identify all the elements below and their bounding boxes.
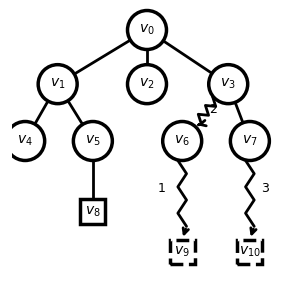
Text: $v_{10}$: $v_{10}$ bbox=[239, 245, 261, 259]
Text: $v_3$: $v_3$ bbox=[220, 77, 236, 91]
Text: 2: 2 bbox=[209, 103, 217, 116]
Text: $v_8$: $v_8$ bbox=[85, 204, 101, 219]
Text: $v_7$: $v_7$ bbox=[242, 134, 258, 148]
Text: 3: 3 bbox=[261, 182, 269, 195]
Text: $v_5$: $v_5$ bbox=[85, 134, 101, 148]
Circle shape bbox=[163, 122, 202, 160]
Bar bbox=[238, 239, 262, 265]
Bar bbox=[80, 199, 105, 224]
Text: 1: 1 bbox=[158, 182, 166, 195]
Circle shape bbox=[230, 122, 269, 160]
Bar bbox=[170, 239, 195, 265]
Text: $v_1$: $v_1$ bbox=[50, 77, 65, 91]
Circle shape bbox=[74, 122, 112, 160]
Text: $v_2$: $v_2$ bbox=[139, 77, 155, 91]
Text: $v_6$: $v_6$ bbox=[174, 134, 190, 148]
Text: $v_0$: $v_0$ bbox=[139, 23, 155, 37]
Circle shape bbox=[128, 10, 166, 50]
Text: $v_4$: $v_4$ bbox=[17, 134, 33, 148]
Circle shape bbox=[209, 65, 248, 104]
Circle shape bbox=[38, 65, 77, 104]
Text: $v_{9}$: $v_{9}$ bbox=[174, 245, 190, 259]
Circle shape bbox=[128, 65, 166, 104]
Circle shape bbox=[6, 122, 45, 160]
